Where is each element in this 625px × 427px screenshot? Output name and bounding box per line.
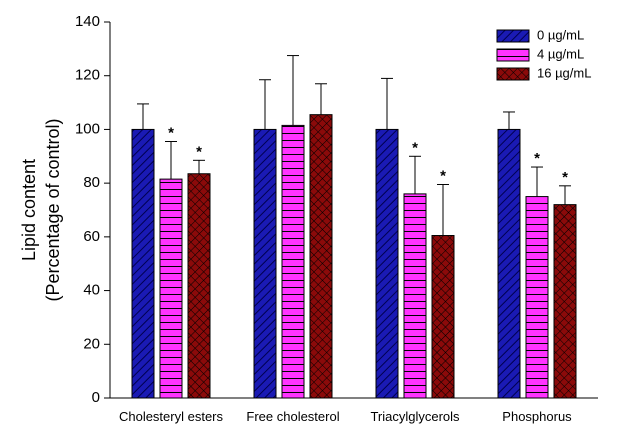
legend-swatch	[496, 67, 530, 81]
bar	[431, 235, 455, 399]
significance-marker: *	[440, 167, 446, 184]
y-tick-label: 0	[92, 389, 100, 406]
y-tick-label: 140	[75, 13, 100, 30]
bar	[187, 173, 211, 399]
x-tick-label: Free cholesterol	[246, 409, 339, 424]
y-tick-label: 20	[83, 335, 100, 352]
bar	[159, 178, 183, 399]
legend-label: 0 µg/mL	[537, 27, 584, 42]
bar	[253, 128, 277, 399]
bar	[497, 128, 521, 399]
significance-marker: *	[562, 169, 568, 186]
legend-swatch	[496, 48, 530, 62]
y-tick-label: 40	[83, 282, 100, 299]
legend-label: 4 µg/mL	[537, 46, 584, 61]
y-tick-label: 80	[83, 174, 100, 191]
bar	[309, 114, 333, 399]
y-axis-title: Lipid content (Percentage of control)	[19, 118, 63, 301]
y-tick-label: 120	[75, 67, 100, 84]
x-tick-label: Cholesteryl esters	[119, 409, 224, 424]
x-tick-label: Triacylglycerols	[370, 409, 460, 424]
bar	[403, 193, 427, 399]
legend: 0 µg/mL 4 µg/mL 16 µg/mL	[496, 27, 591, 81]
significance-marker: *	[412, 139, 418, 156]
x-axis: Cholesteryl esters Free cholesterol Triacy…	[110, 397, 598, 424]
x-tick-label: Phosphorus	[502, 409, 572, 424]
y-axis-title-line: Lipid content	[19, 159, 39, 261]
significance-marker: *	[168, 125, 174, 142]
significance-marker: *	[534, 150, 540, 167]
y-axis-title-line: (Percentage of control)	[43, 118, 63, 301]
bar	[375, 128, 399, 399]
bar-groups: * * * * * *	[131, 55, 577, 399]
bar	[553, 204, 577, 399]
legend-label: 16 µg/mL	[537, 65, 591, 80]
y-axis: 0 20 40 60 80 100 120 140	[75, 13, 111, 406]
y-tick-label: 60	[83, 228, 100, 245]
bar	[131, 128, 155, 399]
bar	[281, 124, 305, 399]
significance-marker: *	[196, 143, 202, 160]
bar	[525, 196, 549, 399]
legend-swatch	[496, 29, 530, 43]
y-tick-label: 100	[75, 120, 100, 137]
